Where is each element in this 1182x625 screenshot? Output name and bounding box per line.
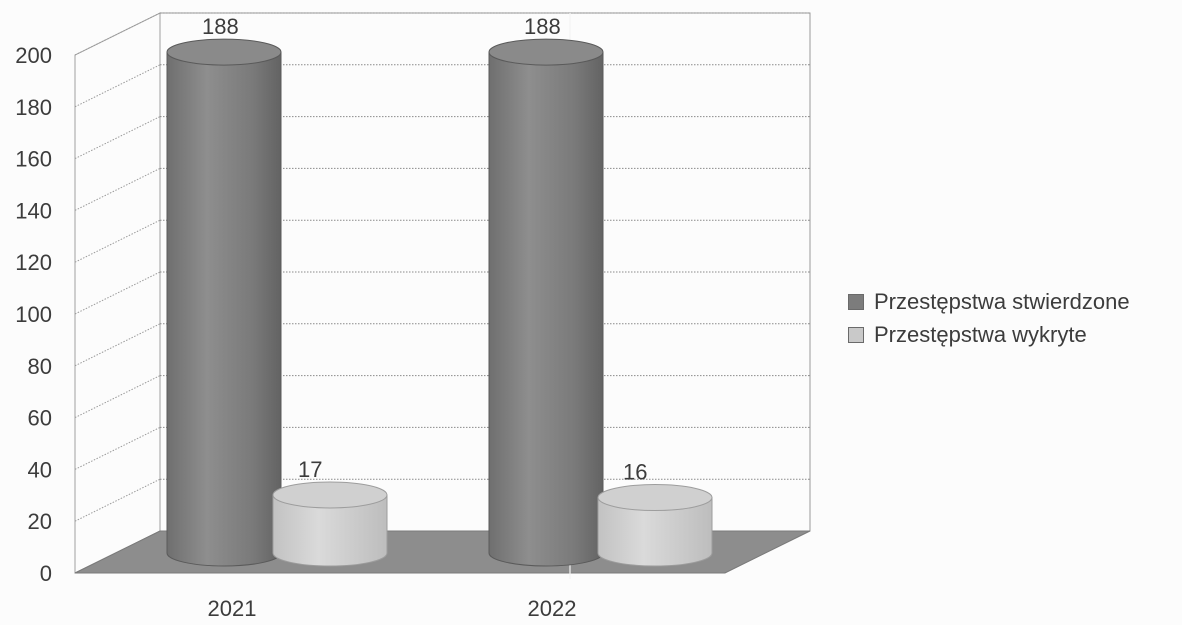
cylinder-top-2022-s0	[488, 38, 604, 66]
gridline-side	[74, 271, 161, 315]
legend-label-wykryte: Przestępstwa wykryte	[874, 322, 1087, 347]
data-label-2021-s1: 17	[298, 457, 322, 482]
y-tick-label: 140	[15, 198, 52, 223]
cylinder-top-2022-s1	[597, 484, 713, 512]
y-tick-label: 180	[15, 95, 52, 120]
legend-item-wykryte: Przestępstwa wykryte	[848, 318, 1130, 351]
gridline-side	[74, 167, 161, 211]
cylinder-body-2022-s1	[597, 497, 713, 567]
cylinder-top-2021-s0	[166, 38, 282, 66]
gridline-side	[74, 478, 161, 522]
data-label-2022-s0: 188	[524, 14, 561, 39]
gridline-side	[74, 64, 161, 108]
legend-swatch-stwierdzone	[848, 293, 864, 310]
cylinder-top-2021-s1	[272, 481, 388, 509]
legend-swatch-wykryte	[848, 326, 864, 343]
gridline-side	[74, 323, 161, 367]
data-label-2021-s0: 188	[202, 14, 239, 39]
data-label-2022-s1: 16	[623, 460, 647, 485]
gridline-side	[74, 375, 161, 419]
cylinder-body-2022-s0	[488, 51, 604, 567]
x-tick-label-2022: 2022	[528, 596, 577, 620]
y-tick-label: 0	[40, 561, 52, 586]
y-tick-label: 60	[28, 406, 52, 431]
x-tick-label-2021: 2021	[208, 596, 257, 620]
legend-item-stwierdzone: Przestępstwa stwierdzone	[848, 285, 1130, 318]
y-tick-label: 100	[15, 302, 52, 327]
y-tick-label: 40	[28, 457, 52, 482]
gridline-side	[74, 219, 161, 263]
cylinder-body-2021-s1	[272, 494, 388, 567]
y-tick-label: 200	[15, 43, 52, 68]
gridline-side	[74, 116, 161, 160]
gridline-side	[74, 12, 161, 56]
legend-label-stwierdzone: Przestępstwa stwierdzone	[874, 289, 1130, 314]
y-tick-label: 120	[15, 250, 52, 275]
side-wall	[74, 12, 161, 574]
legend: Przestępstwa stwierdzone Przestępstwa wy…	[848, 285, 1130, 351]
y-tick-label: 20	[28, 509, 52, 534]
y-tick-label: 80	[28, 354, 52, 379]
gridline-side	[74, 426, 161, 470]
y-tick-label: 160	[15, 147, 52, 172]
cylinder-body-2021-s0	[166, 51, 282, 567]
